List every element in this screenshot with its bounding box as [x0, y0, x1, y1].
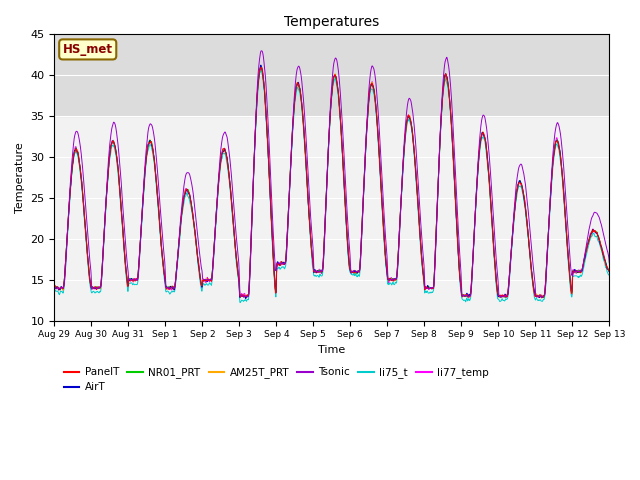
Y-axis label: Temperature: Temperature [15, 142, 25, 213]
Bar [54, 35, 609, 116]
Text: HS_met: HS_met [63, 43, 113, 56]
Legend: PanelT, AirT, NR01_PRT, AM25T_PRT, Tsonic, li75_t, li77_temp: PanelT, AirT, NR01_PRT, AM25T_PRT, Tsoni… [60, 363, 493, 396]
X-axis label: Time: Time [318, 345, 346, 355]
Title: Temperatures: Temperatures [284, 15, 380, 29]
